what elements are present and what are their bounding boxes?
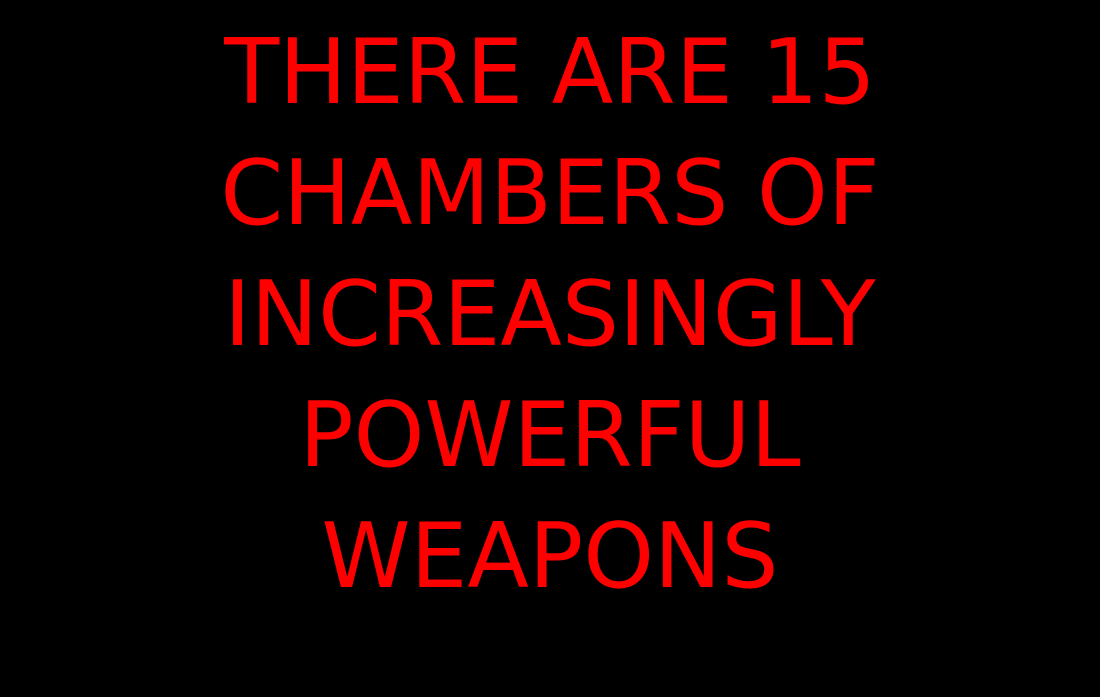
message-line-1: THERE ARE 15 bbox=[224, 20, 876, 125]
message-text: THERE ARE 15 CHAMBERS OF INCREASINGLY PO… bbox=[0, 12, 1100, 617]
message-line-5: WEAPONS bbox=[321, 504, 779, 609]
message-line-4: POWERFUL bbox=[299, 383, 801, 488]
message-line-2: CHAMBERS OF bbox=[220, 141, 880, 246]
message-line-3: INCREASINGLY bbox=[224, 262, 876, 367]
